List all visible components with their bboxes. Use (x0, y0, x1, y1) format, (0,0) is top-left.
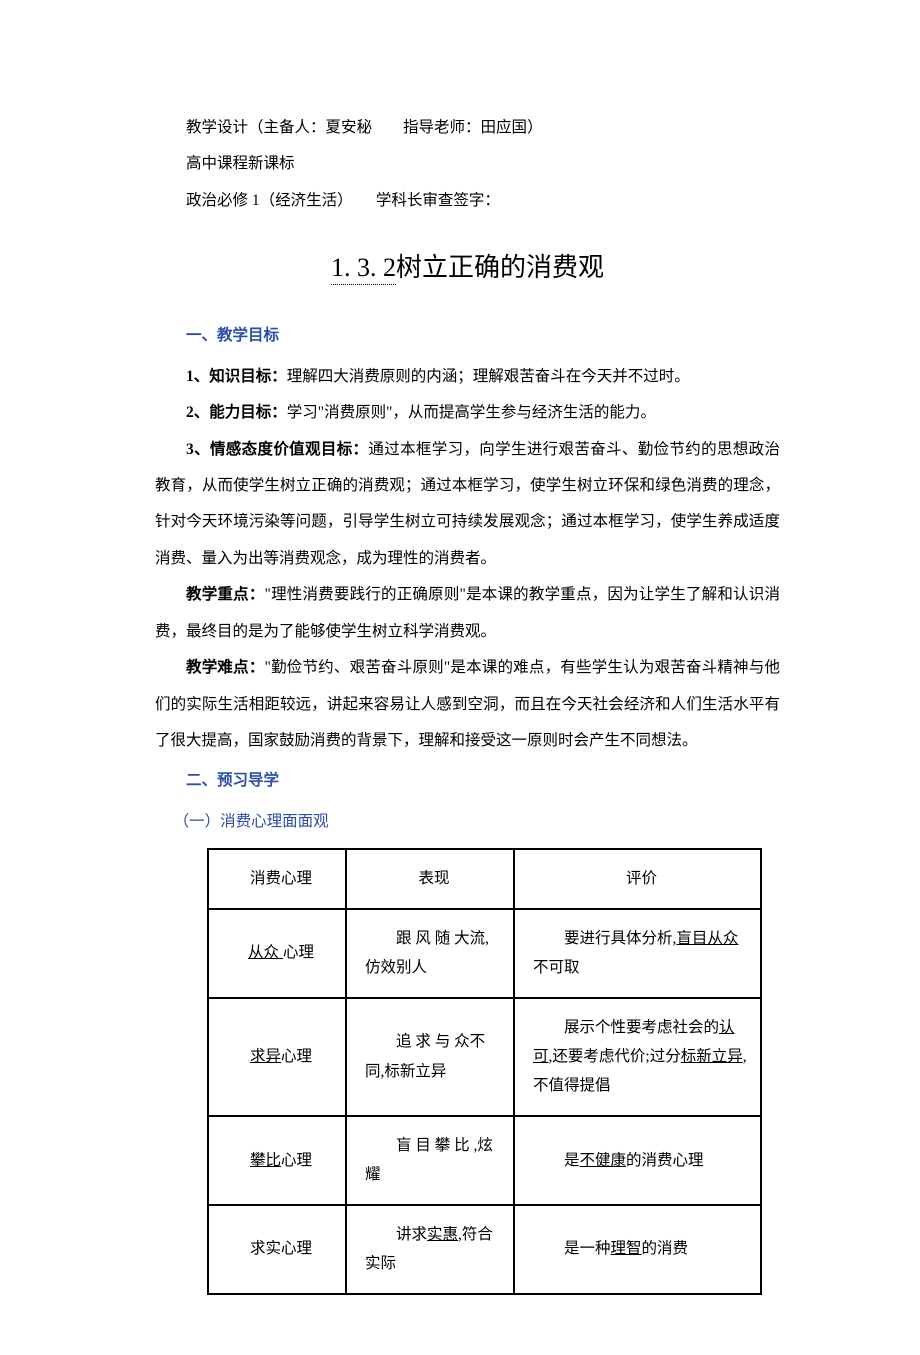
psychology-table: 消费心理 表现 评价 从众 心理 跟 风 随 大流,仿效别人 要进行具体分析,盲… (207, 848, 762, 1294)
eval-1-b: 不可取 (533, 959, 580, 976)
eval-3-a: 是 (533, 1152, 580, 1169)
th-psych: 消费心理 (208, 849, 346, 908)
difficult-point-label: 教学难点： (186, 659, 265, 676)
beh-4-u: 实惠 (427, 1226, 458, 1243)
psych-1-u: 从众 (248, 944, 283, 961)
document-title: 1. 3. 2树立正确的消费观 (155, 237, 780, 298)
eval-2-b: ,还要考虑代价;过分 (549, 1048, 681, 1065)
goal-2-text: 学习"消费原则"，从而提高学生参与经济生活的能力。 (287, 404, 656, 421)
meta-line-3: 政治必修 1（经济生活） 学科长审查签字： (155, 183, 780, 219)
psych-3-u: 攀比 (250, 1152, 281, 1169)
goal-2-label: 2、能力目标： (186, 404, 287, 421)
meta-advisor: 田应国 (481, 119, 528, 136)
goal-ability: 2、能力目标：学习"消费原则"，从而提高学生参与经济生活的能力。 (155, 395, 780, 431)
cell-eval-4: 是一种理智的消费 (514, 1205, 761, 1294)
key-point: 教学重点："理性消费要践行的正确原则"是本课的教学重点，因为让学生了解和认识消费… (155, 577, 780, 650)
beh-4-a: 讲求 (365, 1226, 427, 1243)
psych-1-b: 心理 (283, 944, 314, 961)
meta-line-1: 教学设计（主备人：夏安秘 指导老师：田应国） (155, 110, 780, 146)
eval-2-u2: 标新立异 (681, 1048, 743, 1065)
eval-4-a: 是一种 (533, 1240, 611, 1257)
goal-1-label: 1、知识目标： (186, 368, 287, 385)
goal-knowledge: 1、知识目标：理解四大消费原则的内涵；理解艰苦奋斗在今天并不过时。 (155, 359, 780, 395)
key-point-label: 教学重点： (186, 586, 265, 603)
section-2-sub: （一）消费心理面面观 (155, 804, 780, 840)
goal-1-text: 理解四大消费原则的内涵；理解艰苦奋斗在今天并不过时。 (287, 368, 690, 385)
goal-3-text: 通过本框学习，向学生进行艰苦奋斗、勤俭节约的思想政治教育，从而使学生树立正确的消… (155, 441, 780, 567)
cell-behavior-4: 讲求实惠,符合实际 (346, 1205, 514, 1294)
cell-psych-4: 求实心理 (208, 1205, 346, 1294)
eval-1-a: 要进行具体分析, (533, 930, 676, 947)
eval-4-b: 的消费 (642, 1240, 689, 1257)
goal-values: 3、情感态度价值观目标：通过本框学习，向学生进行艰苦奋斗、勤俭节约的思想政治教育… (155, 432, 780, 578)
title-number: 1. 3. 2 (331, 253, 396, 285)
table-row: 求异心理 追 求 与 众不同,标新立异 展示个性要考虑社会的认可,还要考虑代价;… (208, 998, 761, 1116)
cell-psych-1: 从众 心理 (208, 909, 346, 998)
eval-1-u: 盲目从众 (676, 930, 738, 947)
cell-eval-2: 展示个性要考虑社会的认可,还要考虑代价;过分标新立异,不值得提倡 (514, 998, 761, 1116)
document-page: 教学设计（主备人：夏安秘 指导老师：田应国） 高中课程新课标 政治必修 1（经济… (0, 0, 920, 1355)
table-row: 攀比心理 盲 目 攀 比 ,炫耀 是不健康的消费心理 (208, 1116, 761, 1205)
psych-2-b: 心理 (281, 1048, 312, 1065)
table-header-row: 消费心理 表现 评价 (208, 849, 761, 908)
cell-behavior-2: 追 求 与 众不同,标新立异 (346, 998, 514, 1116)
section-2-heading: 二、预习导学 (155, 763, 780, 799)
meta-line-2: 高中课程新课标 (155, 146, 780, 182)
cell-psych-3: 攀比心理 (208, 1116, 346, 1205)
cell-eval-3: 是不健康的消费心理 (514, 1116, 761, 1205)
difficult-point: 教学难点："勤俭节约、艰苦奋斗原则"是本课的难点，有些学生认为艰苦奋斗精神与他们… (155, 650, 780, 759)
meta-suffix: ） (527, 119, 543, 136)
psych-4: 求实心理 (250, 1240, 312, 1257)
eval-3-b: 的消费心理 (626, 1152, 704, 1169)
meta-author: 夏安秘 (326, 119, 373, 136)
section-1-heading: 一、教学目标 (155, 318, 780, 354)
th-eval: 评价 (514, 849, 761, 908)
cell-behavior-1: 跟 风 随 大流,仿效别人 (346, 909, 514, 998)
eval-2-a: 展示个性要考虑社会的 (533, 1019, 719, 1036)
title-text: 树立正确的消费观 (396, 253, 604, 282)
psych-3-b: 心理 (281, 1152, 312, 1169)
cell-eval-1: 要进行具体分析,盲目从众不可取 (514, 909, 761, 998)
th-behavior: 表现 (346, 849, 514, 908)
eval-3-u: 不健康 (580, 1152, 627, 1169)
meta-prefix: 教学设计（主备人： (186, 119, 326, 136)
goal-3-label: 3、情感态度价值观目标： (186, 441, 368, 458)
table-row: 求实心理 讲求实惠,符合实际 是一种理智的消费 (208, 1205, 761, 1294)
table-row: 从众 心理 跟 风 随 大流,仿效别人 要进行具体分析,盲目从众不可取 (208, 909, 761, 998)
psych-2-u: 求异 (250, 1048, 281, 1065)
eval-4-u: 理智 (611, 1240, 642, 1257)
cell-behavior-3: 盲 目 攀 比 ,炫耀 (346, 1116, 514, 1205)
cell-psych-2: 求异心理 (208, 998, 346, 1116)
meta-advisor-label: 指导老师： (372, 119, 481, 136)
